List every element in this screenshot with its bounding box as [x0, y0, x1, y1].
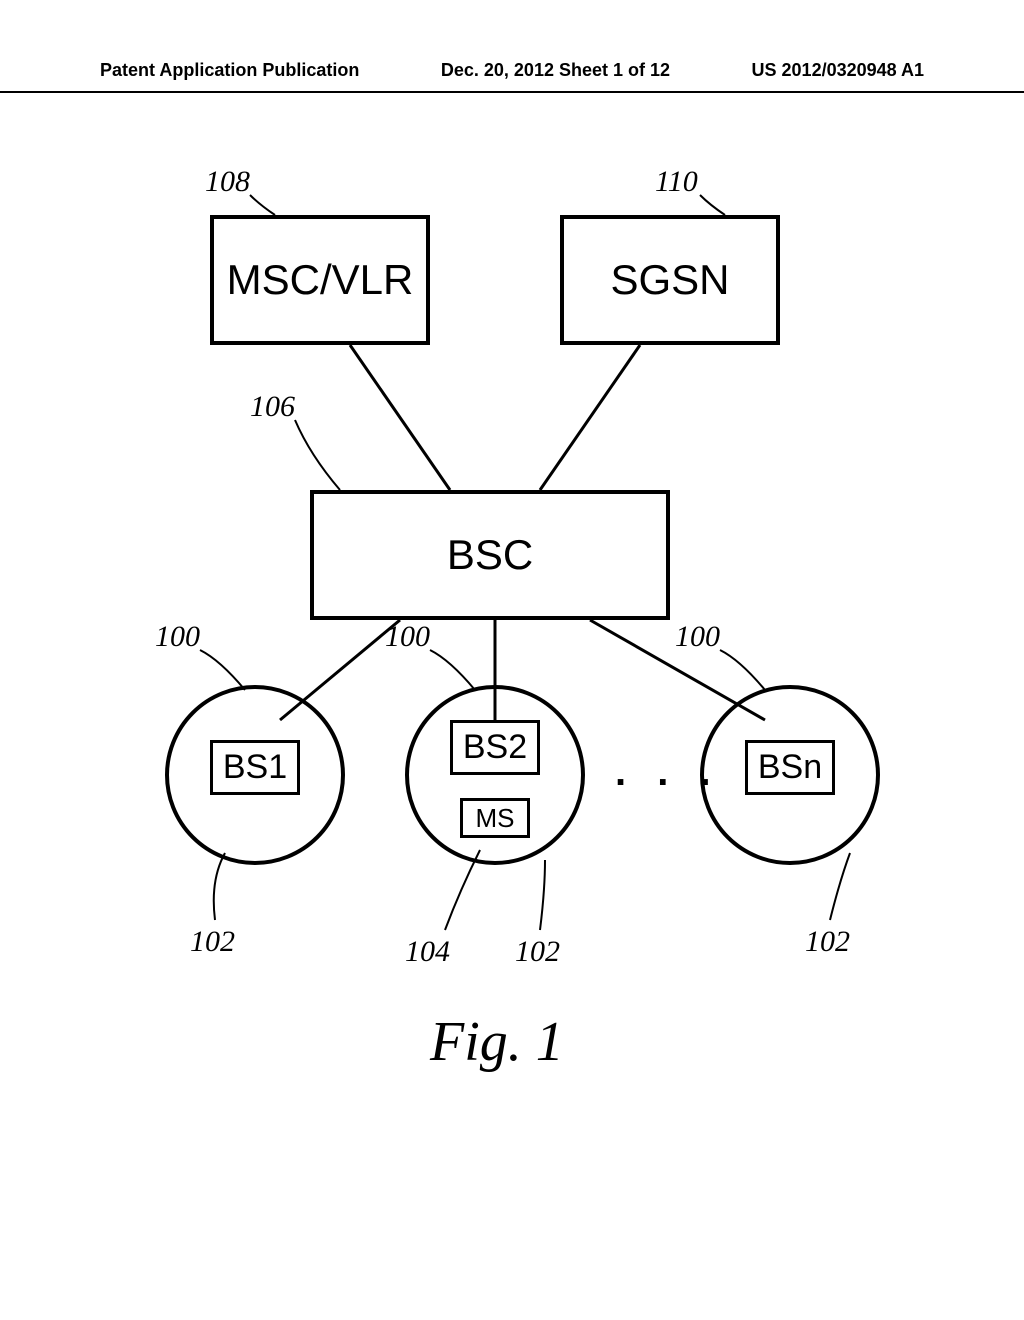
bsc-node: BSC — [310, 490, 670, 620]
bsn-box: BSn — [745, 740, 835, 795]
msc-vlr-label: MSC/VLR — [227, 256, 414, 304]
header-center: Dec. 20, 2012 Sheet 1 of 12 — [441, 60, 670, 81]
network-diagram: MSC/VLR 108 SGSN 110 BSC 106 BS1 100 102… — [0, 160, 1024, 1060]
bsc-label: BSC — [447, 531, 533, 579]
ref-106: 106 — [250, 390, 295, 424]
header-right: US 2012/0320948 A1 — [752, 60, 924, 81]
ref-102-1: 102 — [190, 925, 235, 959]
ref-102-2: 102 — [515, 935, 560, 969]
sgsn-label: SGSN — [610, 256, 729, 304]
ref-110: 110 — [655, 165, 698, 199]
ref-100-2: 100 — [385, 620, 430, 654]
ref-104: 104 — [405, 935, 450, 969]
figure-label: Fig. 1 — [430, 1010, 564, 1074]
ref-108: 108 — [205, 165, 250, 199]
header-left: Patent Application Publication — [100, 60, 359, 81]
bsn-label: BSn — [758, 748, 822, 787]
page-header: Patent Application Publication Dec. 20, … — [0, 60, 1024, 93]
ms-box: MS — [460, 798, 530, 838]
ref-102-3: 102 — [805, 925, 850, 959]
bs2-cell — [405, 685, 585, 865]
ref-100-3: 100 — [675, 620, 720, 654]
ref-100-1: 100 — [155, 620, 200, 654]
page: Patent Application Publication Dec. 20, … — [0, 0, 1024, 1320]
ms-label: MS — [476, 803, 515, 834]
bs2-label: BS2 — [463, 728, 527, 767]
bs1-box: BS1 — [210, 740, 300, 795]
bs2-box: BS2 — [450, 720, 540, 775]
sgsn-node: SGSN — [560, 215, 780, 345]
bs1-label: BS1 — [223, 748, 287, 787]
msc-vlr-node: MSC/VLR — [210, 215, 430, 345]
